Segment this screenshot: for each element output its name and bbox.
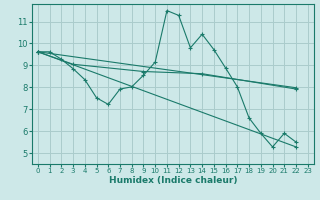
X-axis label: Humidex (Indice chaleur): Humidex (Indice chaleur)	[108, 176, 237, 185]
